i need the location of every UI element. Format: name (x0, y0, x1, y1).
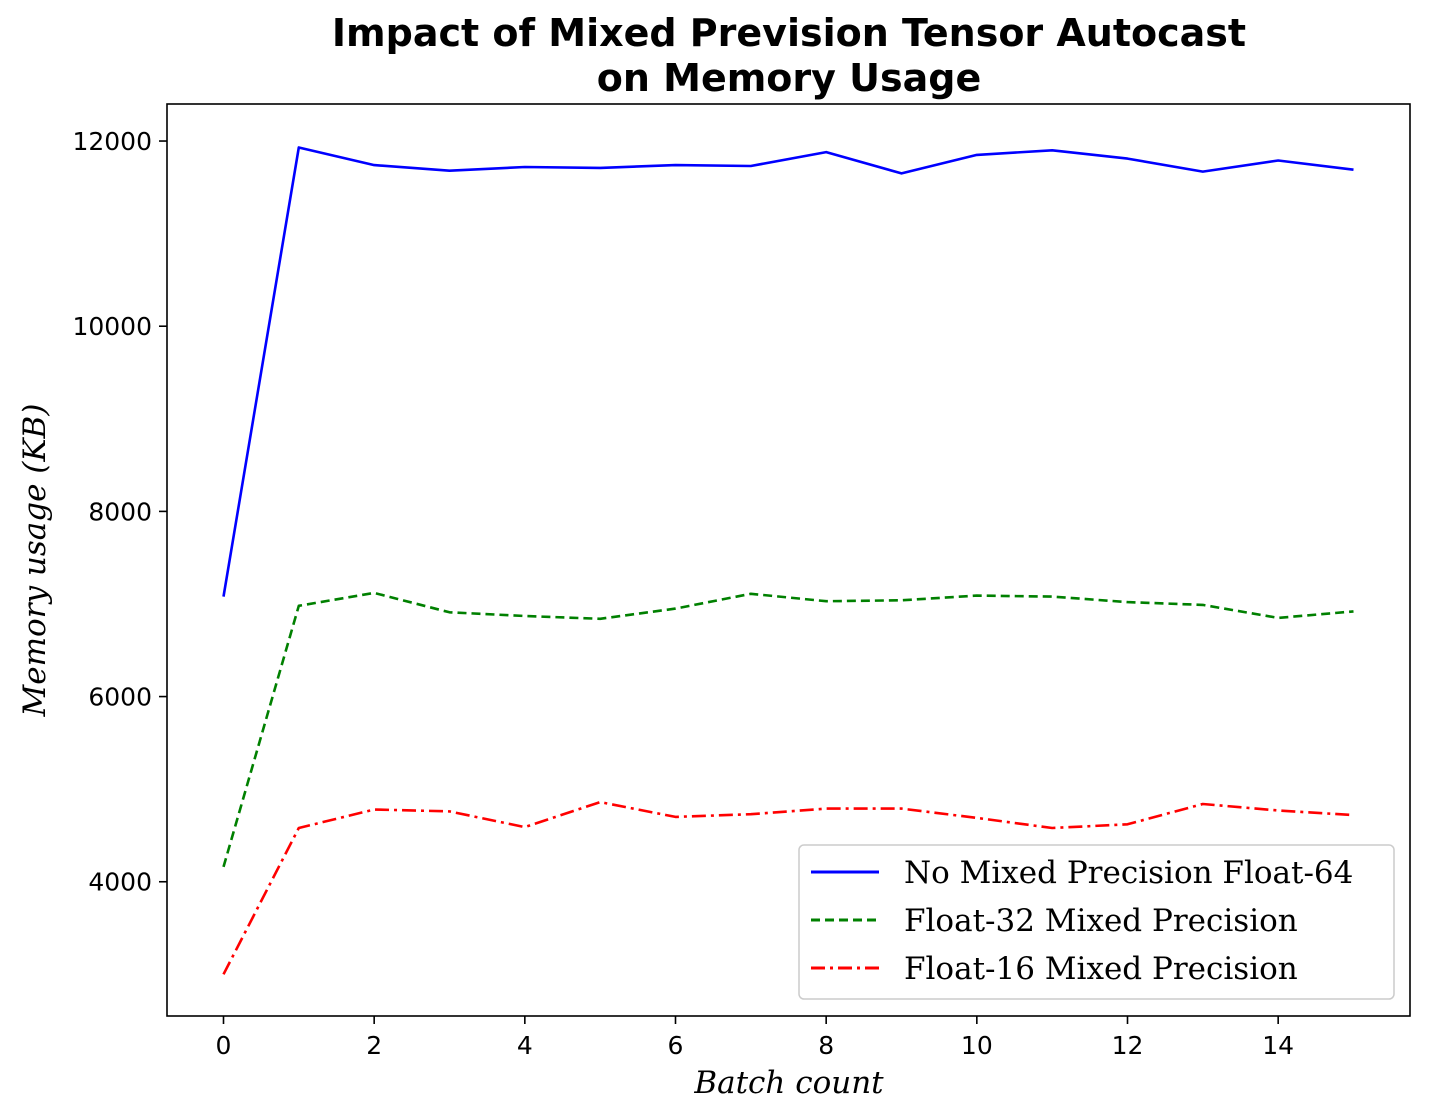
x-tick-label: 0 (216, 1031, 232, 1060)
y-tick-label: 10000 (72, 312, 152, 341)
x-tick-label: 12 (1112, 1031, 1144, 1060)
y-axis: 4000 6000 8000 10000 12000 (72, 127, 167, 897)
legend-label-float32: Float-32 Mixed Precision (904, 903, 1298, 939)
x-tick-label: 10 (961, 1031, 993, 1060)
legend-label-float64: No Mixed Precision Float-64 (904, 855, 1353, 891)
x-tick-label: 4 (517, 1031, 533, 1060)
chart-title-line-2: on Memory Usage (597, 56, 982, 100)
series-line-float64 (222, 146, 1354, 597)
x-tick-label: 6 (668, 1031, 684, 1060)
legend-box (798, 844, 1395, 1000)
x-tick-label: 14 (1262, 1031, 1294, 1060)
x-axis: 0 2 4 6 8 10 12 14 (216, 1016, 1294, 1060)
y-tick-label: 6000 (88, 683, 152, 712)
x-tick-label: 8 (818, 1031, 834, 1060)
series-lines (222, 146, 1354, 975)
plot-frame (166, 103, 1411, 1017)
y-tick-label: 4000 (88, 868, 152, 897)
x-axis-label: Batch count (693, 1065, 884, 1101)
y-tick-label: 12000 (72, 127, 152, 156)
chart-title-line-1: Impact of Mixed Prevision Tensor Autocas… (332, 11, 1246, 55)
legend-label-float16: Float-16 Mixed Precision (904, 951, 1298, 987)
series-line-float32 (222, 591, 1354, 868)
x-tick-label: 2 (366, 1031, 382, 1060)
y-tick-label: 8000 (88, 497, 152, 526)
legend: No Mixed Precision Float-64 Float-32 Mix… (798, 844, 1395, 1000)
y-axis-label: Memory usage (KB) (17, 404, 53, 718)
series-line-float16 (222, 800, 1354, 975)
